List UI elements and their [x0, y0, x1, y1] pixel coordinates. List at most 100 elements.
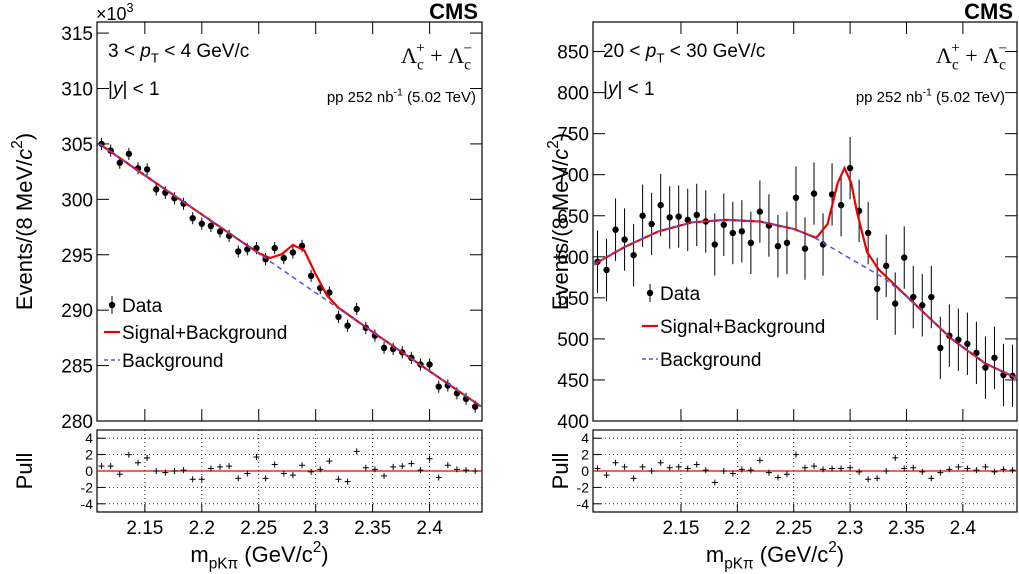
y-axis-label-part: 2: [9, 140, 26, 149]
pull-point: [648, 468, 655, 474]
data-point: [684, 216, 691, 224]
x-tick-label: 2.15: [126, 518, 163, 539]
data-point: [116, 159, 123, 166]
data-point: [693, 211, 700, 219]
legend-label: Signal+Background: [660, 317, 825, 338]
pull-point: [675, 463, 682, 470]
data-point: [729, 229, 737, 237]
data-point: [198, 220, 205, 227]
kinematic-label-part: < 30 GeV/c: [665, 41, 766, 62]
y-tick-label: 800: [557, 84, 589, 105]
y-tick-label: 550: [557, 289, 589, 310]
x-tick-label: 2.35: [888, 518, 925, 539]
x-axis-label-part: (GeV/c: [238, 542, 313, 567]
pull-point: [289, 472, 296, 479]
x-axis-label-part: pKπ: [724, 556, 753, 573]
lumi-label-part: pp 252 nb: [327, 89, 394, 106]
legend-label: Data: [660, 284, 701, 305]
data-point: [882, 262, 890, 270]
x-tick-label: 2.2: [189, 518, 215, 539]
data-point: [657, 201, 664, 209]
rapidity-label: |y| < 1: [108, 79, 160, 100]
pull-y-tick-label: 2: [85, 447, 93, 463]
pull-point: [417, 467, 424, 474]
data-point: [335, 313, 342, 321]
pull-point: [162, 469, 169, 476]
x-axis-label-part: 2: [828, 539, 837, 556]
pull-point: [335, 476, 342, 483]
data-point: [846, 164, 854, 172]
data-point: [125, 150, 133, 158]
legend-label: Background: [660, 350, 761, 371]
data-point: [774, 242, 782, 250]
pull-y-tick-label: 0: [85, 463, 93, 479]
pull-point: [594, 465, 601, 472]
pull-point: [344, 478, 351, 485]
pull-point: [453, 466, 460, 473]
particle-label-part: +: [951, 40, 960, 57]
rapidity-label-part: |: [108, 79, 113, 100]
kinematic-label-part: T: [656, 51, 664, 66]
pull-point: [207, 465, 214, 472]
data-point: [639, 212, 646, 219]
data-point: [621, 236, 628, 243]
pull-point: [371, 466, 378, 473]
pull-point: [783, 471, 790, 478]
data-point: [738, 228, 746, 235]
data-point: [810, 190, 818, 197]
pull-point: [390, 463, 397, 470]
pull-point: [765, 469, 772, 476]
pull-point: [125, 451, 132, 458]
pull-point: [811, 463, 818, 470]
data-point: [792, 194, 800, 201]
pull-point: [326, 458, 333, 465]
pull-point: [144, 454, 151, 461]
pull-point: [639, 463, 646, 470]
pull-point: [729, 470, 736, 477]
rapidity-label: |y| < 1: [603, 79, 655, 100]
pull-y-tick-label: -2: [577, 479, 590, 495]
x-tick-label: 2.25: [240, 518, 277, 539]
x-tick-label: 2.15: [662, 518, 699, 539]
y-axis-label: Events/(8 MeV/c2): [9, 133, 37, 310]
pull-point: [874, 475, 881, 482]
pull-y-tick-label: -4: [577, 496, 590, 512]
lumi-label-part: pp 252 nb: [856, 89, 923, 106]
legend-marker: [108, 301, 116, 309]
y-tick-label: 450: [557, 371, 589, 392]
pull-point: [747, 467, 754, 474]
kinematic-label-part: < 4 GeV/c: [159, 41, 249, 62]
x-axis-label: mpKπ (GeV/c2): [706, 539, 844, 573]
lumi-label: pp 252 nb-1 (5.02 TeV): [327, 86, 476, 106]
data-point: [612, 226, 619, 233]
y-axis-label-part: ): [12, 133, 37, 140]
y-axis-label-part: c: [12, 149, 37, 160]
rapidity-label-part: y: [606, 79, 619, 100]
x-tick-label: 2.3: [837, 518, 863, 539]
pull-point: [135, 459, 142, 466]
pull-point: [910, 464, 917, 471]
pull-point: [856, 468, 863, 475]
data-point: [380, 344, 388, 352]
lumi-label-part: (5.02 TeV): [403, 89, 476, 106]
y-exponent: ×103: [96, 1, 134, 24]
x-axis-label-part: ): [837, 542, 844, 567]
data-point: [937, 344, 944, 352]
pull-point: [946, 466, 953, 473]
particle-label-part: c: [952, 57, 959, 74]
pull-y-tick-label: 4: [85, 430, 93, 446]
pull-point: [991, 468, 998, 475]
pull-point: [720, 468, 727, 474]
pull-point: [189, 476, 196, 483]
pull-point: [381, 472, 388, 479]
y-tick-label: 300: [61, 190, 93, 211]
x-tick-label: 2.35: [354, 518, 391, 539]
plot-frame: [96, 21, 483, 422]
pull-point: [738, 466, 745, 473]
data-point: [837, 201, 845, 209]
pull-point: [621, 463, 628, 470]
particle-label-part: c: [464, 57, 471, 74]
pull-point: [271, 461, 278, 468]
pull-point: [847, 464, 854, 471]
data-point: [143, 166, 151, 173]
